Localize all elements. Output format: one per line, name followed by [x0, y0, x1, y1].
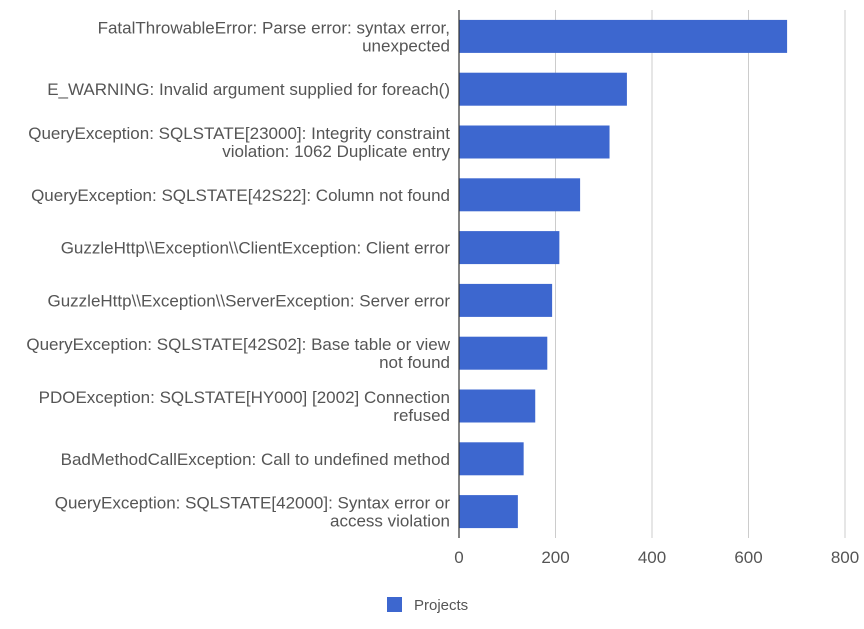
- bar: [459, 442, 524, 476]
- category-label-line: access violation: [330, 512, 450, 531]
- legend: Projects: [387, 597, 468, 614]
- category-label: GuzzleHttp\\Exception\\ServerException: …: [48, 291, 451, 310]
- category-label-line: QueryException: SQLSTATE[42S22]: Column …: [31, 186, 450, 205]
- category-labels: FatalThrowableError: Parse error: syntax…: [26, 18, 450, 530]
- category-label: QueryException: SQLSTATE[23000]: Integri…: [28, 124, 450, 161]
- category-label-line: BadMethodCallException: Call to undefine…: [61, 450, 450, 469]
- category-label-line: refused: [393, 406, 450, 425]
- bar: [459, 495, 518, 529]
- category-label: QueryException: SQLSTATE[42000]: Syntax …: [55, 494, 451, 531]
- category-label-line: unexpected: [362, 36, 450, 55]
- category-label-line: violation: 1062 Duplicate entry: [222, 142, 450, 161]
- x-tick-label: 0: [454, 548, 463, 567]
- category-label-line: E_WARNING: Invalid argument supplied for…: [47, 80, 450, 99]
- category-label-line: QueryException: SQLSTATE[42S02]: Base ta…: [26, 335, 450, 354]
- bar: [459, 231, 560, 265]
- bar: [459, 125, 610, 159]
- x-tick-label: 400: [638, 548, 666, 567]
- category-label: E_WARNING: Invalid argument supplied for…: [47, 80, 450, 99]
- category-label: QueryException: SQLSTATE[42S02]: Base ta…: [26, 335, 450, 372]
- bar: [459, 336, 548, 370]
- bars: [459, 19, 788, 529]
- x-tick-labels: 0 200 400 600 800: [454, 548, 859, 567]
- bar: [459, 283, 553, 317]
- bar: [459, 389, 536, 423]
- x-tick-label: 800: [831, 548, 859, 567]
- x-tick-label: 600: [734, 548, 762, 567]
- bar: [459, 19, 788, 53]
- x-tick-label: 200: [541, 548, 569, 567]
- gridlines: [555, 10, 846, 538]
- category-label: QueryException: SQLSTATE[42S22]: Column …: [31, 186, 450, 205]
- category-label: PDOException: SQLSTATE[HY000] [2002] Con…: [39, 388, 450, 425]
- legend-swatch: [387, 597, 402, 612]
- category-label: GuzzleHttp\\Exception\\ClientException: …: [61, 239, 451, 258]
- category-label-line: FatalThrowableError: Parse error: syntax…: [98, 18, 450, 37]
- category-label-line: QueryException: SQLSTATE[23000]: Integri…: [28, 124, 450, 143]
- category-label-line: not found: [379, 353, 450, 372]
- bar: [459, 72, 627, 106]
- category-label-line: GuzzleHttp\\Exception\\ServerException: …: [48, 291, 451, 310]
- legend-label-projects: Projects: [414, 597, 468, 614]
- category-label-line: PDOException: SQLSTATE[HY000] [2002] Con…: [39, 388, 450, 407]
- category-label-line: QueryException: SQLSTATE[42000]: Syntax …: [55, 494, 451, 513]
- bar: [459, 178, 581, 212]
- category-label-line: GuzzleHttp\\Exception\\ClientException: …: [61, 239, 451, 258]
- category-label: BadMethodCallException: Call to undefine…: [61, 450, 450, 469]
- category-label: FatalThrowableError: Parse error: syntax…: [98, 18, 450, 55]
